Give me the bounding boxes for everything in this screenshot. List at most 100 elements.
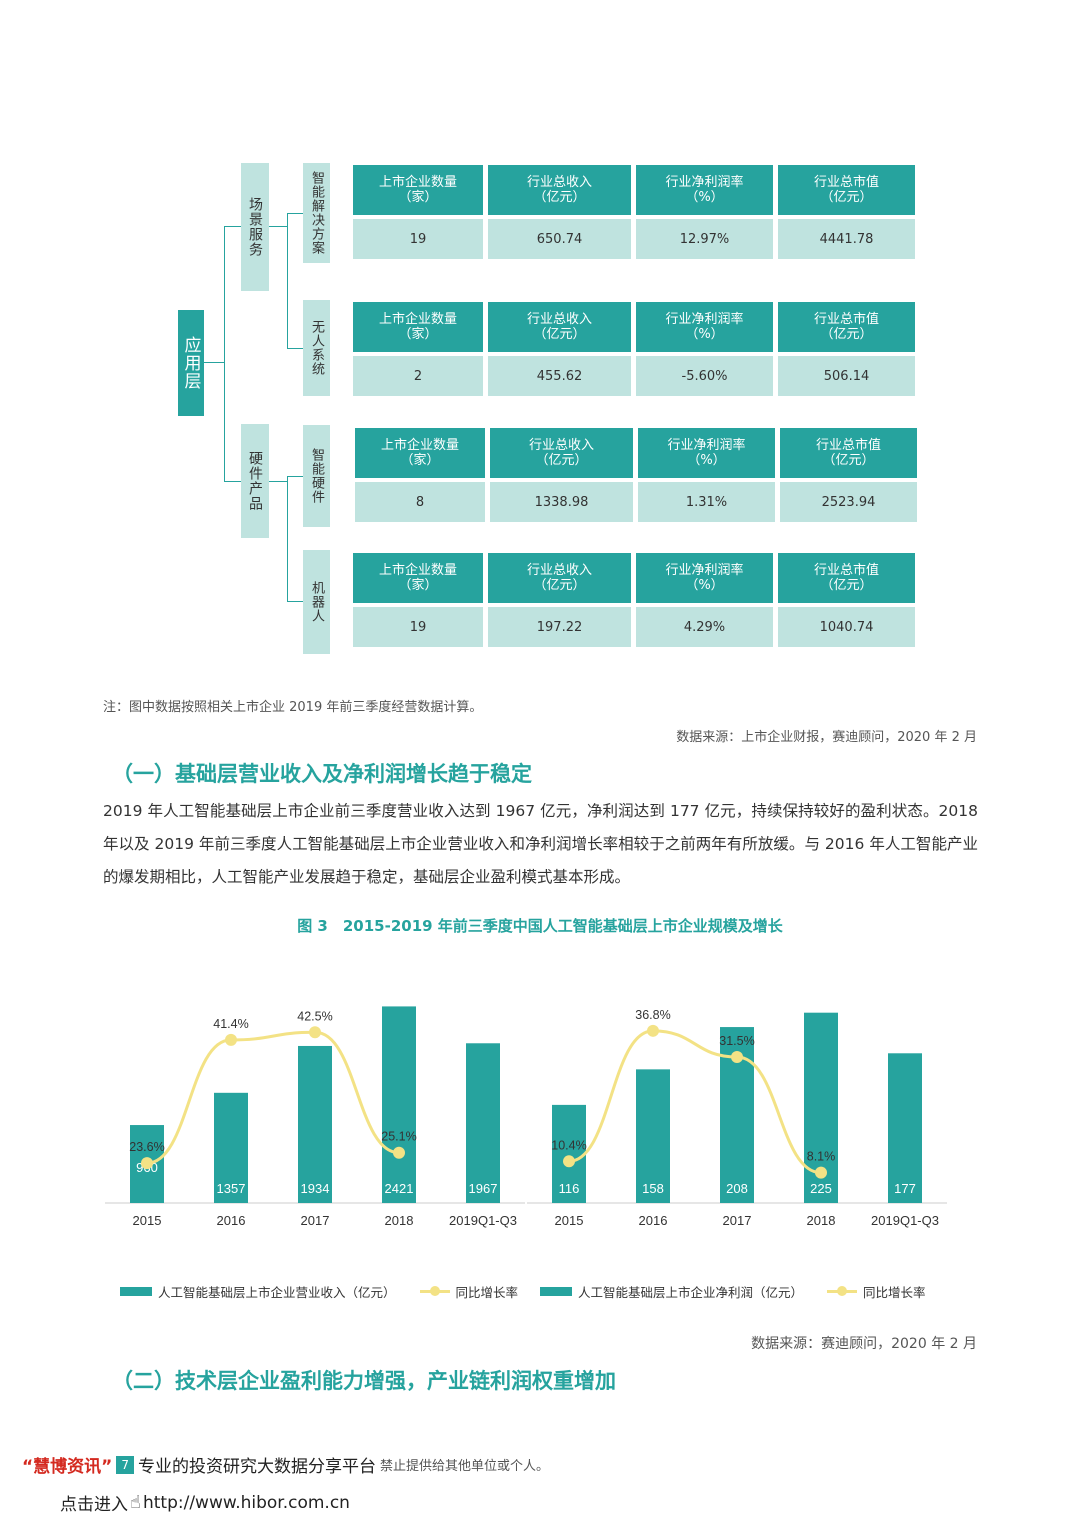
growth-value-label: 23.6% [129, 1140, 164, 1154]
bar-value-label: 225 [810, 1181, 832, 1196]
header-cell: 行业净利润率 （%） [636, 165, 773, 215]
header-cell: 上市企业数量 （家） [353, 553, 483, 603]
category-tick-label: 2015 [555, 1213, 584, 1228]
growth-value-label: 41.4% [213, 1017, 248, 1031]
growth-point [309, 1026, 321, 1039]
legend-line-swatch [419, 1286, 450, 1296]
row-label-smart-hardware: 智能硬件 [303, 425, 330, 527]
header-cell: 行业净利润率 （%） [638, 428, 775, 478]
page-number: 7 [116, 1455, 134, 1474]
growth-point [563, 1155, 575, 1168]
growth-point [647, 1024, 659, 1037]
footer-link-row[interactable]: 点击进入 ☝ http://www.hibor.com.cn [60, 1490, 350, 1515]
legend-growth-label: 同比增长率 [455, 1285, 519, 1300]
figure-caption: 图 3 2015-2019 年前三季度中国人工智能基础层上市企业规模及增长 [297, 917, 783, 935]
growth-point [393, 1146, 405, 1159]
value-cell: 19 [353, 607, 483, 647]
header-cell: 行业总市值 （亿元） [778, 302, 915, 352]
growth-value-label: 36.8% [635, 1008, 670, 1022]
footer-brand: “慧博资讯” [22, 1457, 113, 1477]
growth-line [146, 1030, 400, 1165]
bar [636, 1069, 670, 1203]
value-cell: 4.29% [636, 607, 773, 647]
bar-value-label: 1934 [301, 1181, 330, 1196]
category-tick-label: 2019Q1-Q3 [871, 1213, 939, 1228]
header-cell: 行业总市值 （亿元） [780, 428, 917, 478]
bar-value-label: 158 [642, 1181, 664, 1196]
header-cell: 上市企业数量 （家） [355, 428, 485, 478]
footer-banner: “慧博资讯” 7 专业的投资研究大数据分享平台 禁止提供给其他单位或个人。 [22, 1452, 549, 1477]
category-tick-label: 2016 [639, 1213, 668, 1228]
bar [298, 1045, 332, 1203]
growth-point [731, 1051, 743, 1064]
bar [888, 1053, 922, 1203]
profit-growth-chart: 116 2015 158 2016 208 2017 225 2018 177 2019Q1-Q3… [527, 1008, 947, 1228]
value-cell: 506.14 [778, 356, 915, 396]
legend-growth-label: 同比增长率 [863, 1285, 926, 1300]
diagram-note: 注：图中数据按照相关上市企业 2019 年前三季度经营数据计算。 [103, 700, 483, 715]
bar-value-label: 1967 [469, 1181, 498, 1196]
growth-point [815, 1166, 827, 1179]
footer-url-link[interactable]: http://www.hibor.com.cn [142, 1492, 350, 1513]
header-cell: 行业总收入 （亿元） [488, 165, 631, 215]
root-node-app-layer: 应用层 [178, 310, 204, 416]
bar-value-label: 2421 [385, 1181, 414, 1196]
value-cell: 1338.98 [490, 482, 633, 522]
data-source-1: 数据来源：上市企业财报，赛迪顾问，2020 年 2 月 [676, 730, 977, 745]
legend-right: 人工智能基础层上市企业净利润（亿元） 同比增长率 [540, 1282, 926, 1301]
category-tick-label: 2018 [807, 1213, 836, 1228]
growth-value-label: 10.4% [551, 1138, 586, 1152]
value-cell: 12.97% [636, 219, 773, 259]
growth-line [568, 1029, 822, 1175]
category-tick-label: 2015 [133, 1213, 162, 1228]
bar-value-label: 116 [559, 1181, 580, 1196]
growth-value-label: 8.1% [807, 1150, 836, 1164]
header-cell: 上市企业数量 （家） [353, 165, 483, 215]
value-cell: 8 [355, 482, 485, 522]
row-label-unmanned-systems: 无人系统 [303, 300, 330, 396]
legend-line-swatch [827, 1286, 858, 1296]
category-tick-label: 2019Q1-Q3 [449, 1213, 517, 1228]
value-cell: 19 [353, 219, 483, 259]
header-cell: 上市企业数量 （家） [353, 302, 483, 352]
bar [214, 1092, 248, 1203]
branch-scenario-services: 场景服务 [241, 163, 269, 291]
legend-revenue-label: 人工智能基础层上市企业营业收入（亿元） [158, 1285, 396, 1300]
legend-bar-swatch [540, 1287, 572, 1296]
bar-value-label: 208 [726, 1181, 748, 1196]
bar-value-label: 1357 [217, 1181, 246, 1196]
header-cell: 行业总收入 （亿元） [488, 553, 631, 603]
header-cell: 行业总市值 （亿元） [778, 553, 915, 603]
legend-left: 人工智能基础层上市企业营业收入（亿元） 同比增长率 [120, 1282, 518, 1301]
header-cell: 行业净利润率 （%） [636, 553, 773, 603]
header-cell: 行业总收入 （亿元） [488, 302, 631, 352]
section-heading-1: （一）基础层营业收入及净利润增长趋于稳定 [112, 762, 532, 786]
pointer-hand-icon: ☝ [130, 1492, 141, 1513]
bar [382, 1006, 416, 1203]
value-cell: 2523.94 [780, 482, 917, 522]
category-tick-label: 2018 [385, 1213, 414, 1228]
footer-slogan: 专业的投资研究大数据分享平台 [138, 1457, 376, 1477]
bar-value-label: 177 [894, 1181, 916, 1196]
bar [552, 1104, 586, 1203]
value-cell: 1040.74 [778, 607, 915, 647]
value-cell: 650.74 [488, 219, 631, 259]
row-label-robots: 机器人 [303, 550, 330, 654]
footer-notice: 禁止提供给其他单位或个人。 [380, 1459, 550, 1474]
section-heading-2: （二）技术层企业盈利能力增强，产业链利润权重增加 [112, 1369, 616, 1393]
section-paragraph-1: 2019 年人工智能基础层上市企业前三季度营业收入达到 1967 亿元，净利润达… [103, 802, 978, 886]
value-cell: 4441.78 [778, 219, 915, 259]
category-tick-label: 2017 [301, 1213, 330, 1228]
header-cell: 行业总收入 （亿元） [490, 428, 633, 478]
footer-enter-label: 点击进入 [60, 1495, 128, 1515]
growth-value-label: 42.5% [297, 1009, 332, 1023]
value-cell: 2 [353, 356, 483, 396]
row-label-smart-solutions: 智能解决方案 [303, 163, 330, 263]
legend-profit-label: 人工智能基础层上市企业净利润（亿元） [578, 1285, 804, 1300]
growth-value-label: 25.1% [381, 1130, 416, 1144]
value-cell: 197.22 [488, 607, 631, 647]
category-tick-label: 2016 [217, 1213, 246, 1228]
category-tick-label: 2017 [723, 1213, 752, 1228]
value-cell: 1.31% [638, 482, 775, 522]
header-cell: 行业总市值 （亿元） [778, 165, 915, 215]
